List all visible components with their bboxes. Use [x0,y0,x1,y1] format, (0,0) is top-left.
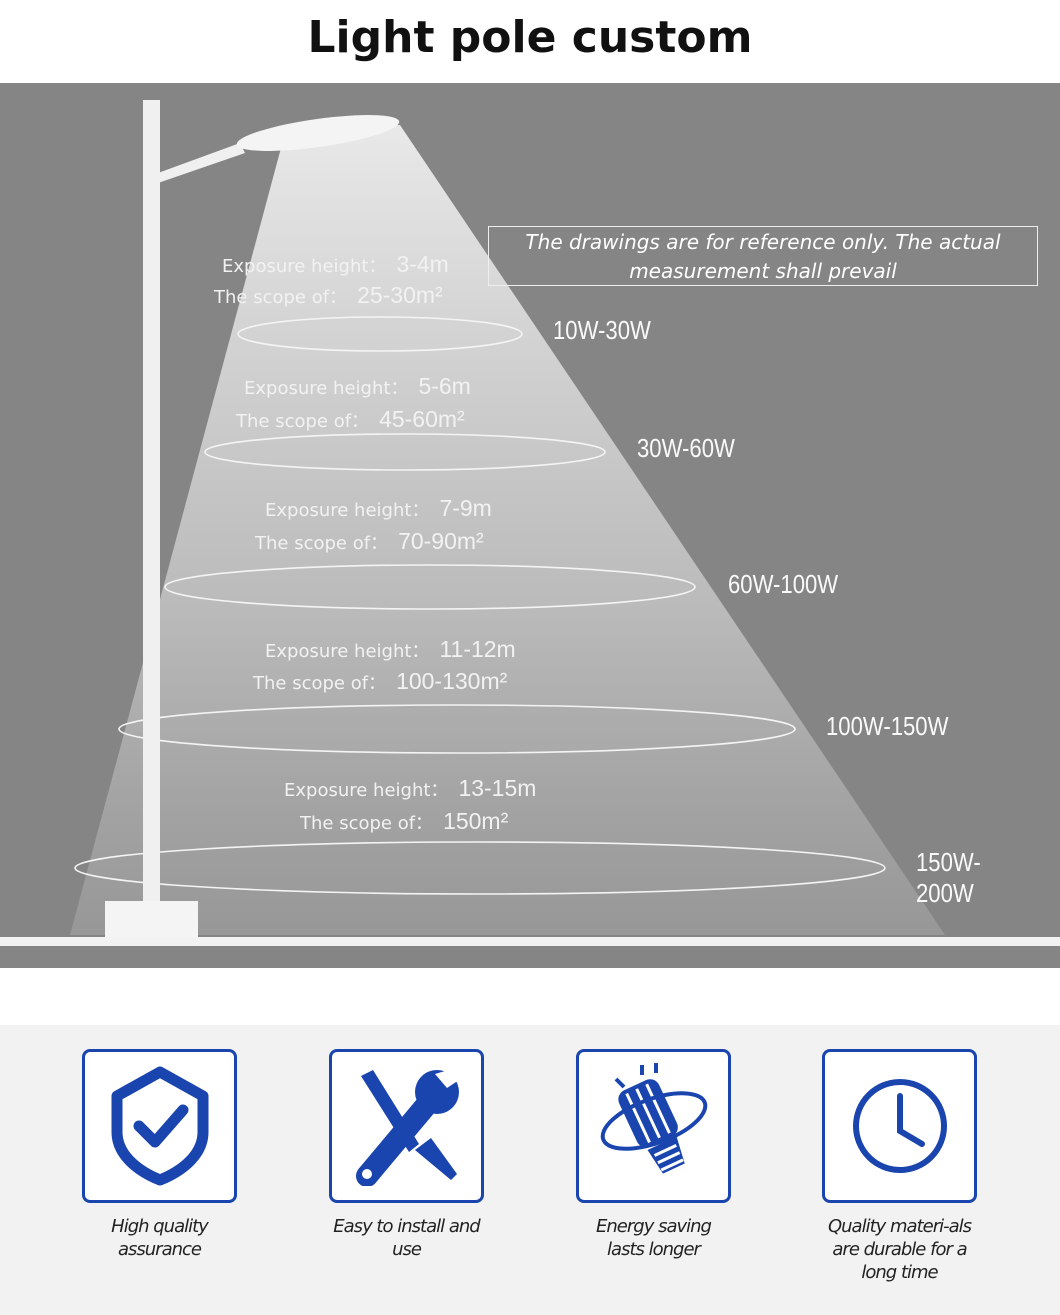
feature-durable: Quality materi-als are durable for a lon… [822,1049,977,1284]
feature-quality: High quality assurance [82,1049,237,1261]
scope: The scope of： 45-60m² [236,406,465,432]
exposure-height: Exposure height： 13-15m [284,775,537,801]
features-section: High quality assurance Easy to install a… [0,1025,1060,1315]
pole [143,100,160,905]
exposure-height: Exposure height： 11-12m [265,636,516,662]
lamp-head [236,115,400,151]
exposure-height: Exposure height： 7-9m [265,495,492,521]
scope: The scope of： 100-130m² [253,668,508,694]
power-range: 60W-100W [728,569,839,599]
bulb-icon [600,1063,707,1174]
reference-notice: The drawings are for reference only. The… [488,226,1038,286]
page-title: Light pole custom [307,12,753,63]
scope: The scope of： 25-30m² [214,282,443,308]
ground [0,937,1060,946]
light-pole-diagram: The drawings are for reference only. The… [0,83,1060,968]
scope: The scope of： 150m² [300,808,509,834]
feature-install: Easy to install and use [329,1049,484,1261]
feature-energy: Energy saving lasts longer [576,1049,731,1261]
pole-base [105,901,198,941]
shield-check-icon [111,1066,208,1186]
exposure-height: Exposure height： 3-4m [222,251,449,277]
exposure-height: Exposure height： 5-6m [244,373,471,399]
power-range: 100W-150W [826,711,949,741]
coverage-rings [74,316,886,895]
light-cone-illustration [0,100,1060,946]
light-beam [70,125,945,935]
power-range: 150W-200W [916,847,981,908]
power-range: 30W-60W [637,433,735,463]
scope: The scope of： 70-90m² [255,528,484,554]
clock-icon [852,1079,947,1173]
power-range: 10W-30W [553,315,651,345]
pole-arm [158,143,245,183]
tools-icon [355,1068,459,1186]
